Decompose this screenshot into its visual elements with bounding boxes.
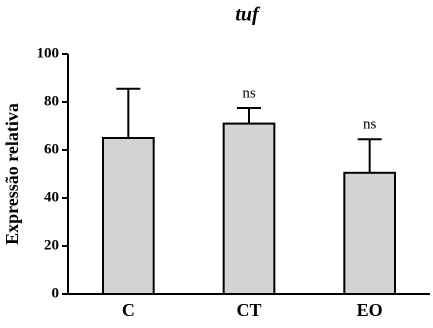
y-axis-label: Expressão relativa bbox=[2, 103, 22, 245]
y-tick-label: 0 bbox=[52, 285, 60, 301]
chart-title: tuf bbox=[235, 4, 261, 26]
x-tick-label: C bbox=[122, 300, 135, 320]
bar bbox=[101, 137, 155, 295]
error-bar bbox=[357, 138, 382, 173]
significance-label: ns bbox=[242, 85, 256, 101]
y-tick-label: 80 bbox=[44, 93, 59, 109]
y-tick-label: 40 bbox=[44, 189, 59, 205]
x-tick-label: CT bbox=[236, 300, 261, 320]
y-tick-label: 100 bbox=[37, 45, 60, 61]
bar bbox=[222, 122, 276, 295]
x-tick-label: EO bbox=[357, 300, 383, 320]
error-bar bbox=[116, 87, 141, 138]
significance-label: ns bbox=[363, 117, 377, 133]
error-bar bbox=[237, 107, 261, 124]
bar bbox=[343, 171, 397, 295]
y-tick-label: 60 bbox=[44, 141, 59, 157]
y-tick-label: 20 bbox=[44, 237, 59, 253]
